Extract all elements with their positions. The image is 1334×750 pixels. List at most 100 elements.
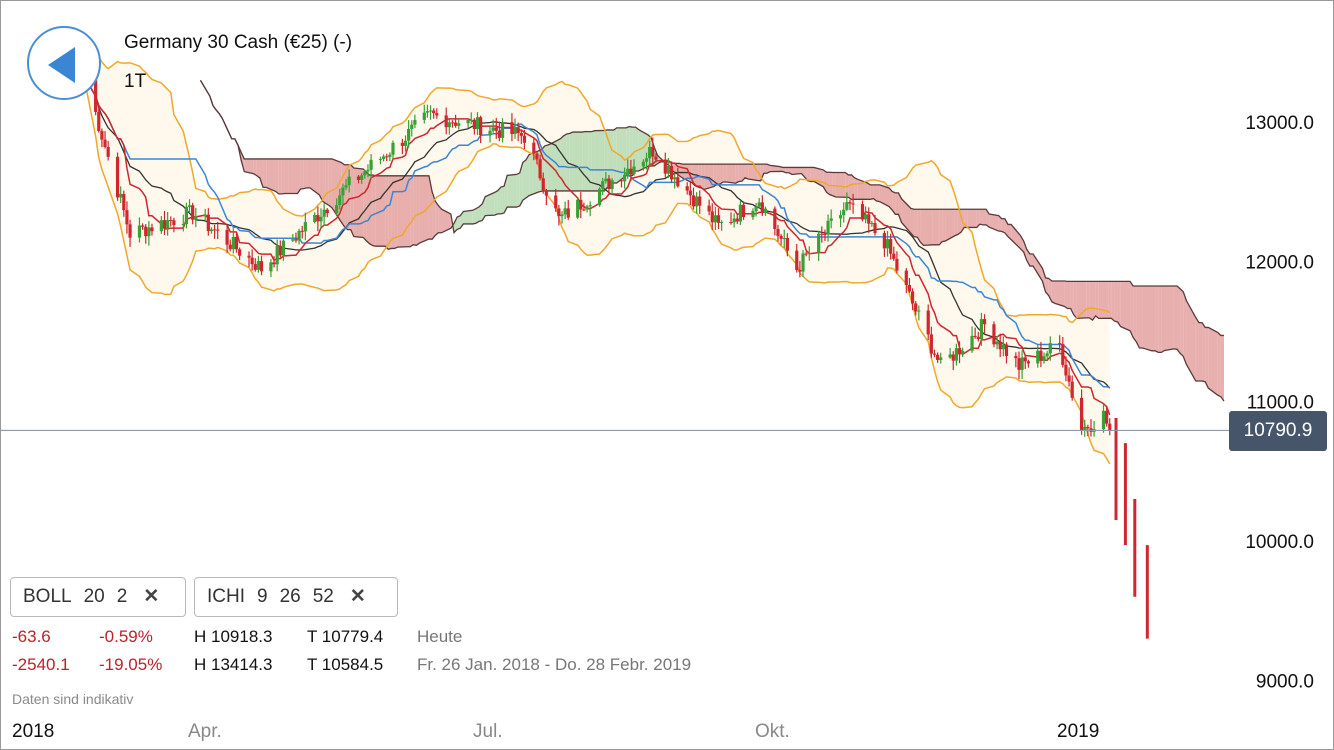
- ichimoku-cloud-segment: [1173, 285, 1178, 350]
- candle-body: [538, 159, 542, 179]
- candle-body: [751, 210, 755, 218]
- ichimoku-cloud-segment: [745, 164, 749, 179]
- candle-body: [291, 239, 295, 241]
- ichimoku-cloud-segment: [726, 164, 736, 184]
- candle-body: [187, 205, 192, 207]
- candle-body: [494, 127, 498, 131]
- today-change: -63.6: [12, 627, 51, 646]
- ichimoku-cloud-segment: [300, 158, 304, 189]
- candle-body: [804, 253, 808, 255]
- indicator-chip-ichi[interactable]: ICHI 9 26 52 ✕: [194, 577, 398, 617]
- candle-body: [544, 190, 548, 196]
- candle-body: [510, 122, 514, 134]
- ichimoku-cloud-segment: [870, 184, 874, 200]
- ichimoku-cloud-segment: [998, 215, 1002, 232]
- ichimoku-cloud-segment: [397, 175, 408, 248]
- y-tick-label: 10000.0: [1245, 532, 1314, 553]
- candle-body: [732, 218, 736, 223]
- candle-body: [557, 208, 561, 217]
- candle-body: [669, 165, 674, 180]
- instrument-title: Germany 30 Cash (€25) (-): [124, 32, 353, 53]
- back-button[interactable]: [27, 26, 101, 100]
- candle-body: [513, 127, 517, 134]
- candle-body: [535, 153, 539, 160]
- ichimoku-cloud-segment: [1139, 285, 1143, 349]
- back-arrow-icon: [48, 47, 75, 83]
- indicator-chip-boll[interactable]: BOLL 20 2 ✕: [10, 577, 186, 617]
- candle-body: [795, 250, 799, 271]
- ichimoku-cloud-segment: [835, 172, 846, 198]
- remove-indicator-icon[interactable]: ✕: [143, 586, 160, 607]
- ichimoku-cloud-segment: [325, 158, 329, 206]
- candle-body: [735, 218, 739, 222]
- candle-body: [754, 206, 758, 211]
- ichimoku-cloud-segment: [253, 158, 257, 176]
- candle-body: [954, 348, 958, 361]
- ichimoku-cloud-segment: [1095, 281, 1099, 319]
- candle-body: [269, 262, 273, 272]
- candle-body: [216, 229, 220, 231]
- candle-body: [169, 220, 173, 222]
- senkou-span-a-line: [199, 79, 1225, 402]
- candle-body: [410, 124, 414, 129]
- ichimoku-cloud-segment: [1098, 281, 1109, 319]
- remove-indicator-icon[interactable]: ✕: [349, 586, 366, 607]
- ichimoku-cloud-segment: [810, 167, 814, 182]
- ichimoku-cloud-segment: [529, 150, 539, 196]
- ichimoku-cloud-segment: [284, 158, 289, 194]
- candle-body: [203, 214, 207, 217]
- x-label-2018: 2018: [12, 721, 55, 742]
- candle-body: [1067, 375, 1071, 382]
- ichimoku-cloud-segment: [1029, 253, 1034, 267]
- candle-body: [137, 225, 142, 238]
- candle-body: [798, 270, 802, 272]
- candle-body: [344, 185, 348, 188]
- ichimoku-cloud-segment: [976, 209, 980, 228]
- ichimoku-cloud-segment: [954, 209, 958, 236]
- y-tick-label: 9000.0: [1256, 672, 1314, 693]
- ichimoku-cloud-segment: [1076, 281, 1087, 319]
- ichimoku-cloud-segment: [1111, 281, 1115, 322]
- ichimoku-cloud-segment: [895, 192, 899, 215]
- candle-body: [741, 204, 746, 218]
- candle-body: [807, 252, 811, 254]
- candle-body: [1064, 364, 1068, 376]
- today-change-pct: -0.59%: [99, 627, 153, 646]
- ichimoku-cloud-segment: [792, 167, 802, 175]
- candle-body: [779, 235, 783, 239]
- candle-body: [582, 209, 586, 211]
- candle-body: [738, 204, 743, 222]
- candle-body: [597, 188, 602, 206]
- candle-body: [904, 270, 908, 286]
- candle-body: [172, 220, 176, 225]
- current-price-tag: 10790.9: [1229, 411, 1327, 451]
- period-label[interactable]: 1T: [124, 71, 147, 92]
- ichimoku-cloud-segment: [525, 154, 530, 198]
- ichimoku-cloud-segment: [1177, 285, 1181, 354]
- ichimoku-cloud-segment: [244, 158, 254, 174]
- candle-body: [469, 119, 473, 121]
- candle-body: [666, 165, 671, 174]
- ichimoku-cloud-segment: [979, 209, 983, 225]
- candle-body: [1045, 353, 1049, 357]
- ichimoku-cloud-segment: [723, 164, 727, 182]
- candle-body: [181, 224, 185, 226]
- ichimoku-cloud-segment: [544, 145, 548, 191]
- bollinger-upper-line: [85, 55, 1111, 324]
- candle-body: [532, 142, 536, 154]
- ichimoku-cloud-segment: [1151, 285, 1156, 351]
- candle-body: [632, 166, 636, 175]
- ichimoku-cloud-segment: [1155, 285, 1159, 353]
- candle-body: [1017, 358, 1021, 370]
- candle-body: [998, 341, 1002, 350]
- candle-body: [191, 205, 195, 220]
- ichimoku-cloud-segment: [1033, 253, 1043, 282]
- ichimoku-cloud-segment: [453, 217, 458, 233]
- ichimoku-cloud-segment: [613, 127, 617, 183]
- ichimoku-cloud-segment: [1023, 240, 1027, 261]
- candle-body: [488, 130, 492, 136]
- candle-body: [1048, 343, 1052, 354]
- ichimoku-cloud-segment: [350, 164, 354, 237]
- indicator-name: ICHI: [207, 586, 245, 607]
